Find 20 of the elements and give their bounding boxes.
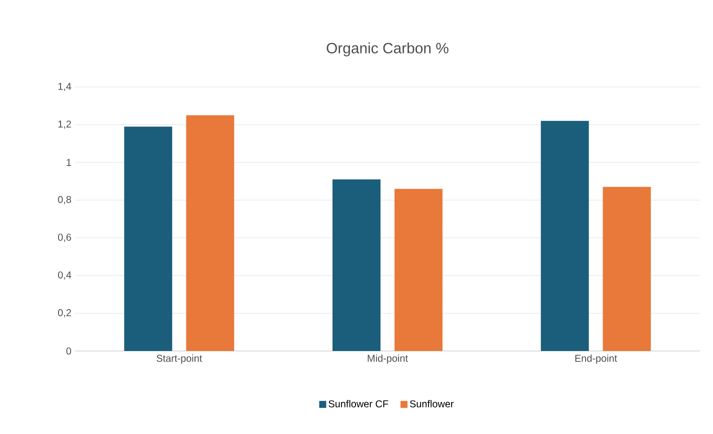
bar bbox=[124, 126, 172, 351]
y-tick-label: 1,2 bbox=[58, 120, 71, 129]
legend-label: Sunflower CF bbox=[328, 400, 388, 408]
bar bbox=[540, 120, 589, 351]
legend-label: Sunflower bbox=[410, 400, 454, 408]
x-tick-label: Mid-point bbox=[368, 354, 408, 364]
y-tick-label: 0,8 bbox=[58, 196, 72, 204]
x-tick-label: Start-point bbox=[156, 354, 202, 364]
y-tick-label: 1,4 bbox=[58, 82, 72, 92]
bar bbox=[602, 186, 651, 351]
bar bbox=[332, 179, 381, 351]
y-tick-label: 0,2 bbox=[58, 309, 71, 318]
chart-title: Organic Carbon % bbox=[326, 42, 448, 56]
bar bbox=[186, 115, 234, 351]
y-tick-label: 0 bbox=[66, 347, 72, 355]
y-tick-label: 0,6 bbox=[58, 234, 72, 242]
bar bbox=[394, 188, 443, 351]
y-tick-label: 1 bbox=[66, 158, 72, 166]
x-tick-label: End-point bbox=[575, 354, 618, 364]
y-tick-label: 0,4 bbox=[58, 271, 72, 280]
